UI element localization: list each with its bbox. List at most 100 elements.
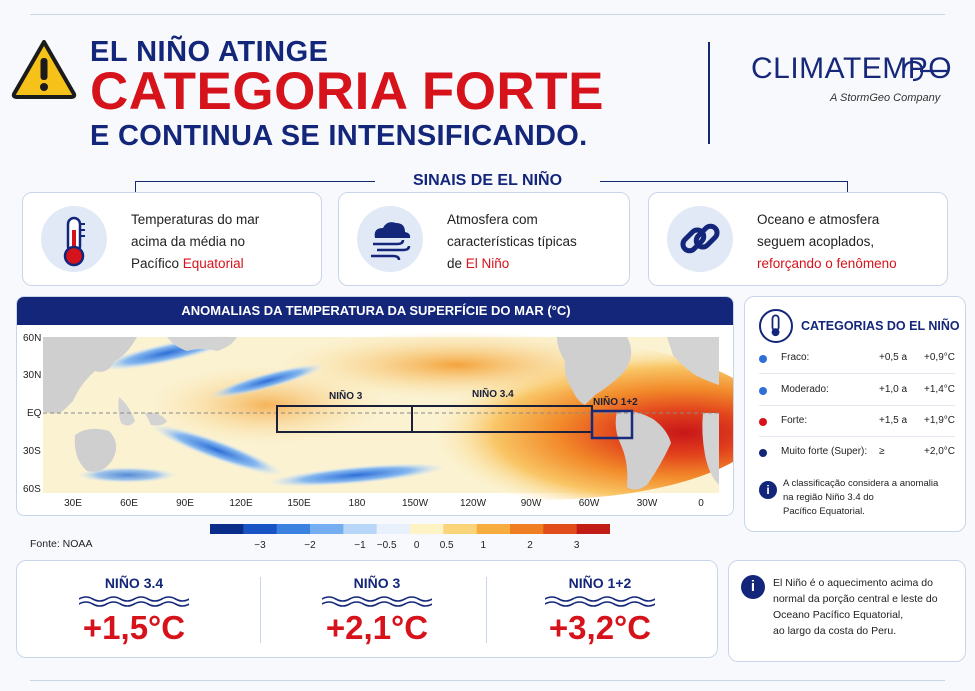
signal-line: Oceano e atmosfera [757, 212, 880, 227]
signal-line: Temperaturas do mar [131, 212, 260, 227]
nino-12-label: NIÑO 1+2 [593, 395, 638, 408]
colorbar-swatch [510, 524, 544, 534]
category-name: Forte: [781, 415, 808, 426]
lon-label: 180 [349, 498, 366, 509]
colorbar-swatch [310, 524, 344, 534]
signal-highlight: reforçando o fenômeno [757, 256, 897, 271]
category-dot [759, 387, 767, 395]
lon-label: 90W [521, 498, 542, 509]
lat-label: 60N [23, 333, 41, 344]
headline-line-1: EL NIÑO ATINGE [90, 36, 329, 68]
definition-line: ao largo da costa do Peru. [773, 625, 897, 637]
colorbar-tick-label: −1 [354, 540, 366, 551]
colorbar-swatch [410, 524, 444, 534]
category-row: Moderado: +1,0 a +1,4°C [759, 383, 955, 399]
value-number: +3,2°C [548, 609, 652, 646]
signal-line: acima da média no [131, 234, 246, 249]
category-range-start: +1,5 a [879, 415, 908, 426]
signal-line: características típicas [447, 234, 577, 249]
value-label: NIÑO 3.4 [104, 575, 164, 591]
value-label: NIÑO 1+2 [568, 575, 632, 591]
colorbar-swatch [210, 524, 244, 534]
definition-line: normal da porção central e leste do [773, 593, 938, 605]
note-line: A classificação considera a anomalia [783, 478, 939, 489]
signal-highlight: Equatorial [182, 256, 244, 271]
headline-line-3: E CONTINUA SE INTENSIFICANDO. [90, 120, 588, 152]
value-label: NIÑO 3 [353, 575, 401, 591]
thermometer-icon [63, 216, 85, 267]
signal-card-coupling: Oceano e atmosfera seguem acoplados, ref… [648, 192, 948, 286]
signals-tick-right [847, 181, 848, 192]
value-number: +1,5°C [82, 609, 186, 646]
signals-line-right [600, 181, 848, 182]
category-range-end: +2,0°C [924, 446, 955, 457]
categories-panel: CATEGORIAS DO EL NIÑO Fraco: +0,5 a +0,9°C… [744, 296, 966, 532]
bottom-divider [30, 680, 945, 681]
signal-card-sea-temp: Temperaturas do mar acima da média no Pa… [22, 192, 322, 286]
lon-label: 60W [579, 498, 600, 509]
lon-label: 90E [176, 498, 194, 509]
colorbar-tick-label: 2 [527, 540, 533, 551]
thermometer-icon [759, 309, 793, 343]
category-range-start: +1,0 a [879, 384, 908, 395]
signal-line: reforçando o fenômeno [757, 253, 897, 275]
signal-line: Atmosfera com [447, 212, 538, 227]
lat-label: EQ [27, 408, 42, 419]
category-name: Fraco: [781, 352, 810, 363]
nino-34-label: NIÑO 3.4 [472, 387, 514, 400]
category-name: Moderado: [781, 384, 829, 395]
signal-line: de El Niño [447, 253, 577, 275]
signal-line: seguem acoplados, [757, 234, 875, 249]
note-line: Pacífico Equatorial. [783, 506, 865, 517]
lon-label: 30W [637, 498, 658, 509]
row-divider [759, 405, 955, 406]
category-dot [759, 449, 767, 457]
icon-circle [357, 206, 423, 272]
sst-anomaly-map: NIÑO 3 NIÑO 3.4 NIÑO 1+2 60N 30N EQ 30S … [23, 331, 733, 509]
signals-line-left [135, 181, 375, 182]
category-range-end: +1,9°C [924, 415, 955, 426]
colorbar-swatch [376, 524, 411, 534]
lon-label: 150W [402, 498, 429, 509]
signal-highlight: El Niño [465, 256, 510, 271]
brand-subtitle: A StormGeo Company [830, 92, 941, 104]
category-row: Muito forte (Super): ≥ +2,0°C [759, 445, 955, 461]
categories-title: CATEGORIAS DO EL NIÑO [801, 319, 960, 333]
definition-line: Oceano Pacífico Equatorial, [773, 609, 904, 621]
category-range-start: +0,5 a [879, 352, 908, 363]
logo-swoosh-icon [902, 60, 948, 82]
nino-3-label: NIÑO 3 [329, 389, 363, 402]
signal-card-atmosphere: Atmosfera com características típicas de… [338, 192, 630, 286]
signal-text: Temperaturas do mar acima da média no Pa… [131, 209, 259, 275]
source-label: Fonte: NOAA [30, 538, 93, 550]
info-icon: i [741, 575, 765, 599]
lat-label: 30S [23, 446, 41, 457]
waves-icon [322, 596, 432, 607]
lon-label: 120E [229, 498, 253, 509]
definition-text: El Niño é o aquecimento acima do normal … [773, 575, 963, 639]
value-divider [486, 577, 487, 643]
lon-label: 60E [120, 498, 138, 509]
category-range-end: +0,9°C [924, 352, 955, 363]
row-divider [759, 436, 955, 437]
signals-title: SINAIS DE EL NIÑO [412, 172, 563, 189]
colorbar-tick-label: −2 [304, 540, 316, 551]
colorbar-tick-label: 0.5 [440, 540, 454, 551]
note-line: na região Niño 3.4 do [783, 492, 874, 503]
colorbar: −3 −2 −1 −0.5 0 0.5 1 2 3 [210, 524, 610, 551]
sst-anomaly-map-panel: ANOMALIAS DA TEMPERATURA DA SUPERFÍCIE D… [16, 296, 734, 516]
definition-panel: i El Niño é o aquecimento acima do norma… [728, 560, 966, 662]
lat-label: 60S [23, 484, 41, 495]
category-dot [759, 355, 767, 363]
warning-icon [11, 40, 77, 99]
colorbar-tick-label: −0.5 [377, 540, 397, 551]
colorbar-tick-label: 3 [574, 540, 580, 551]
waves-icon [545, 596, 655, 607]
colorbar-tick-label: 1 [481, 540, 487, 551]
value-number: +2,1°C [325, 609, 429, 646]
colorbar-tick-label: 0 [414, 540, 420, 551]
category-row: Forte: +1,5 a +1,9°C [759, 414, 955, 430]
signal-text: Oceano e atmosfera seguem acoplados, ref… [757, 209, 897, 275]
lat-label: 30N [23, 370, 41, 381]
colorbar-swatch [276, 524, 311, 534]
